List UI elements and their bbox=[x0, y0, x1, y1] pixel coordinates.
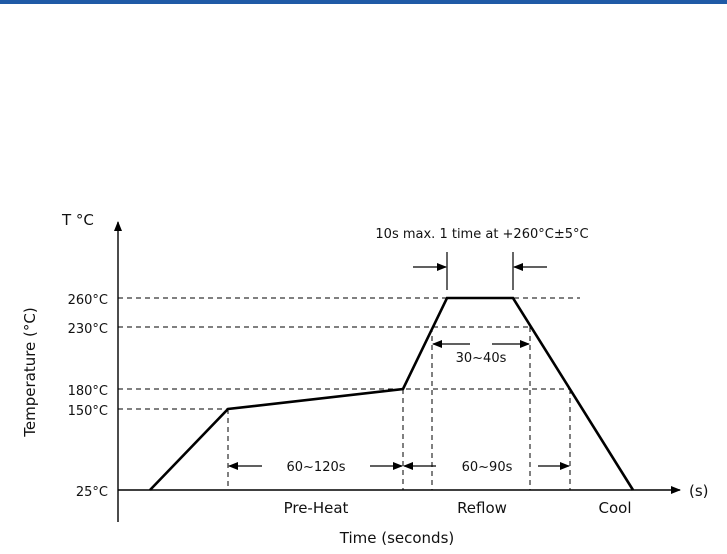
phase-label-preheat: Pre-Heat bbox=[284, 499, 349, 517]
header-rule bbox=[0, 0, 727, 4]
label-230: 230°C bbox=[68, 322, 108, 337]
interval-above-230: 30~40s bbox=[456, 351, 507, 366]
y-axis-title: Temperature (°C) bbox=[21, 307, 39, 437]
x-axis-title: Time (seconds) bbox=[339, 529, 455, 547]
y-axis-top-label: T °C bbox=[61, 211, 94, 229]
label-25: 25°C bbox=[76, 485, 108, 500]
interval-reflow-total: 60~90s bbox=[462, 460, 513, 475]
time-guide-lines bbox=[227, 327, 571, 490]
temperature-reference-lines bbox=[118, 297, 580, 410]
label-150: 150°C bbox=[68, 404, 108, 419]
peak-note: 10s max. 1 time at +260°C±5°C bbox=[375, 227, 588, 242]
temperature-profile-curve bbox=[149, 296, 635, 491]
label-260: 260°C bbox=[68, 293, 108, 308]
label-180: 180°C bbox=[68, 384, 108, 399]
interval-preheat: 60~120s bbox=[286, 460, 345, 475]
x-axis-end-label: (s) bbox=[689, 482, 709, 500]
phase-label-reflow: Reflow bbox=[457, 499, 507, 517]
phase-label-cool: Cool bbox=[599, 499, 632, 517]
